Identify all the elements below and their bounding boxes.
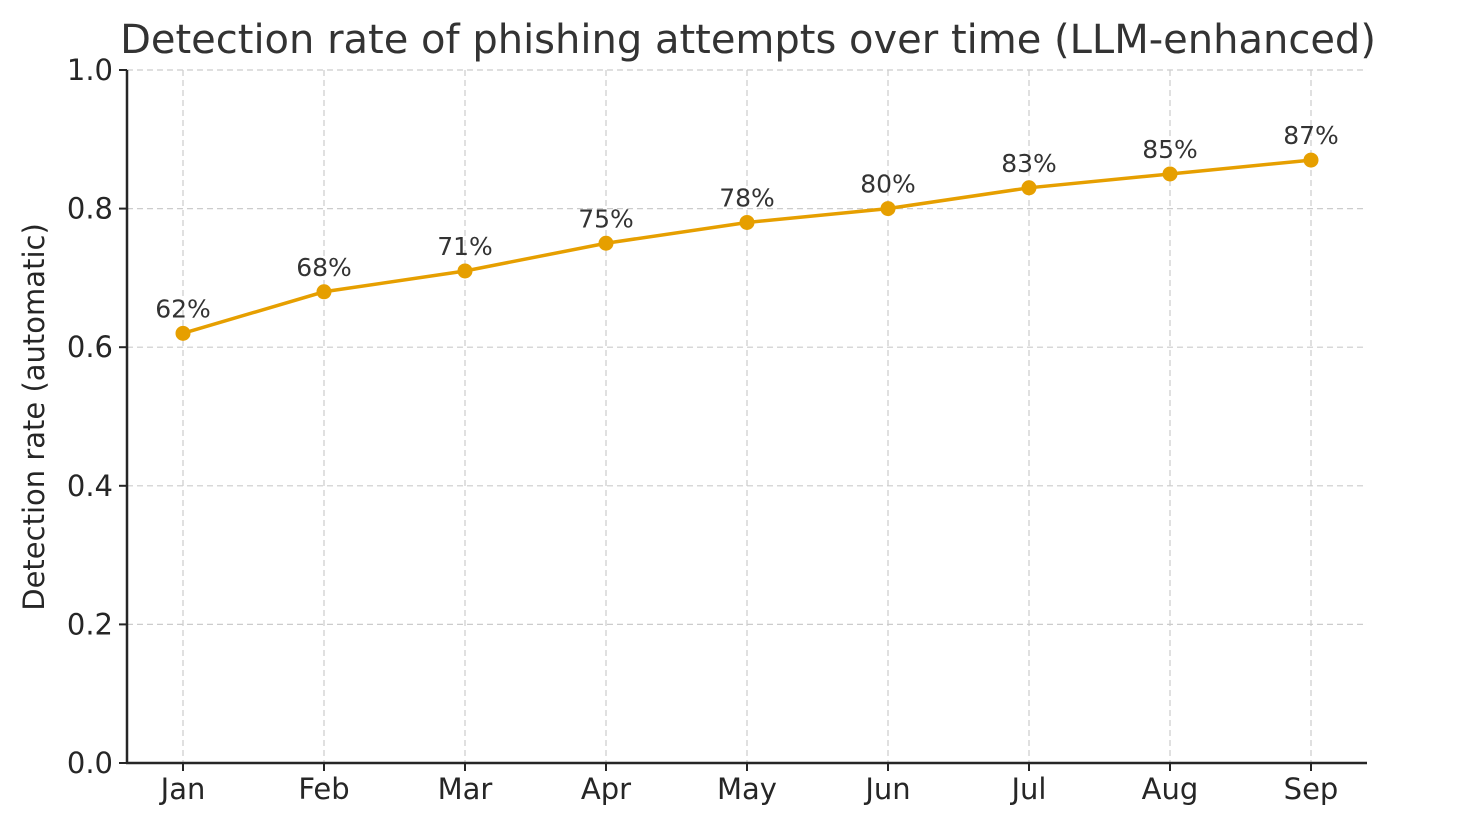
y-tick-label: 1.0 xyxy=(67,53,113,87)
data-point-marker xyxy=(1303,152,1319,168)
y-axis-label: Detection rate (automatic) xyxy=(17,223,51,611)
data-point-marker xyxy=(880,201,896,217)
x-tick-label: Jul xyxy=(1010,772,1047,806)
data-point-marker xyxy=(598,235,614,251)
y-tick-label: 0.4 xyxy=(67,469,113,503)
data-label: 80% xyxy=(860,170,916,199)
data-point-marker xyxy=(457,263,473,279)
data-point-marker xyxy=(1021,180,1037,196)
x-axis-ticks: Jan Feb Mar Apr May Jun Jul Aug Sep xyxy=(159,763,1339,806)
x-tick-label: Apr xyxy=(581,772,631,806)
data-point-marker xyxy=(1162,166,1178,182)
data-points: 62% 68% 71% 75% 78% 80% 83% 85% 87% xyxy=(155,121,1339,341)
x-tick-label: Aug xyxy=(1142,772,1199,806)
y-tick-label: 0.0 xyxy=(67,746,113,780)
data-point-marker xyxy=(739,214,755,230)
data-label: 85% xyxy=(1142,135,1198,164)
y-axis-ticks: 0.0 0.2 0.4 0.6 0.8 1.0 xyxy=(67,53,127,780)
data-label: 87% xyxy=(1283,121,1339,150)
data-label: 83% xyxy=(1001,149,1057,178)
y-tick-label: 0.6 xyxy=(67,330,113,364)
data-label: 71% xyxy=(437,232,493,261)
y-tick-label: 0.8 xyxy=(67,192,113,226)
y-tick-label: 0.2 xyxy=(67,607,113,641)
data-label: 75% xyxy=(578,204,634,233)
x-tick-label: Sep xyxy=(1284,772,1339,806)
x-tick-label: Jan xyxy=(159,772,206,806)
data-label: 68% xyxy=(296,253,352,282)
x-tick-label: May xyxy=(717,772,777,806)
data-label: 78% xyxy=(719,183,775,212)
data-label: 62% xyxy=(155,294,211,323)
grid-lines xyxy=(127,69,1366,763)
chart-title: Detection rate of phishing attempts over… xyxy=(120,17,1376,63)
data-point-marker xyxy=(175,325,191,341)
x-tick-label: Feb xyxy=(298,772,349,806)
data-point-marker xyxy=(316,284,332,300)
x-tick-label: Mar xyxy=(438,772,493,806)
x-tick-label: Jun xyxy=(863,772,910,806)
